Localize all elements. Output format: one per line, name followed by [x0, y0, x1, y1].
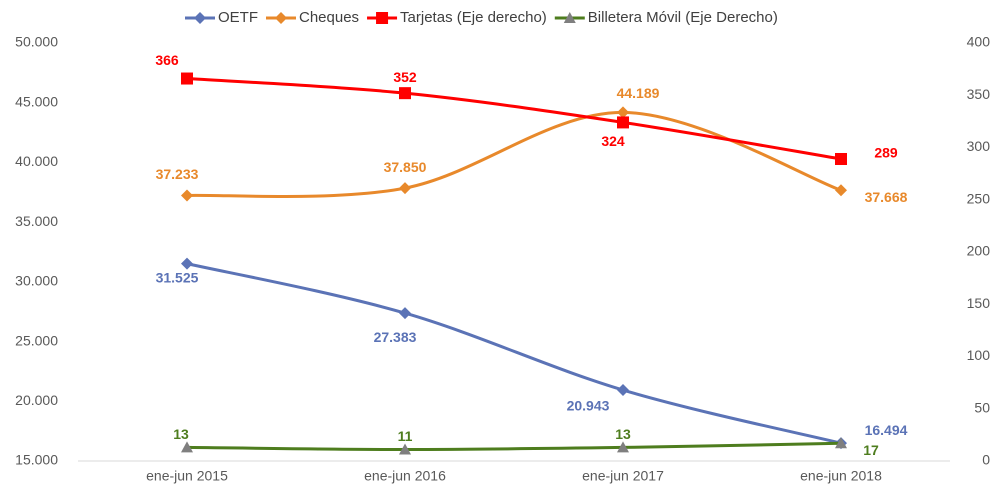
marker [181, 257, 193, 270]
series-line [186, 77, 842, 161]
data-label: 37.850 [384, 159, 427, 175]
y-tick-label: 35.000 [15, 213, 58, 229]
data-label: 37.233 [156, 166, 199, 182]
data-label: 20.943 [567, 398, 610, 414]
marker [617, 441, 629, 453]
marker [181, 441, 193, 453]
series-line [186, 262, 842, 445]
marker [181, 189, 193, 202]
data-label: 13 [615, 426, 631, 442]
legend-marker [194, 12, 206, 24]
y2-tick-label: 150 [967, 295, 991, 311]
series-line [186, 441, 842, 452]
marker [399, 443, 411, 455]
y-tick-label: 20.000 [15, 392, 58, 408]
y-tick-label: 15.000 [15, 452, 58, 468]
data-label: 13 [173, 426, 189, 442]
marker [181, 72, 193, 85]
marker [617, 384, 629, 397]
marker [835, 152, 847, 165]
x-tick-label: ene-jun 2015 [146, 468, 228, 484]
legend-label: Cheques [299, 9, 359, 26]
data-label: 17 [863, 442, 879, 458]
legend-marker [563, 12, 576, 23]
y2-tick-label: 300 [967, 138, 991, 154]
data-label: 366 [155, 52, 179, 68]
marker [399, 182, 411, 195]
marker [399, 307, 411, 320]
marker [617, 106, 629, 119]
x-tick-label: ene-jun 2016 [364, 468, 446, 484]
marker [835, 184, 847, 197]
legend-label: OETF [218, 9, 258, 26]
y-tick-label: 45.000 [15, 93, 58, 109]
legend-marker [275, 12, 287, 24]
y2-tick-label: 250 [967, 190, 991, 206]
data-label: 16.494 [865, 422, 908, 438]
data-label: 352 [393, 69, 417, 85]
data-label: 11 [398, 428, 413, 444]
y-tick-label: 25.000 [15, 332, 58, 348]
data-label: 289 [874, 145, 898, 161]
data-label: 44.189 [617, 85, 660, 101]
y-tick-label: 30.000 [15, 273, 58, 289]
y2-tick-label: 200 [967, 243, 991, 259]
marker [617, 116, 629, 129]
y2-tick-label: 400 [967, 34, 991, 50]
legend-label: Tarjetas (Eje derecho) [400, 9, 547, 26]
marker [399, 87, 411, 100]
y-tick-label: 50.000 [15, 34, 58, 50]
series-line [186, 110, 842, 199]
x-tick-label: ene-jun 2017 [582, 468, 664, 484]
y2-tick-label: 100 [967, 347, 991, 363]
legend-label: Billetera Móvil (Eje Derecho) [588, 9, 778, 26]
data-label: 324 [601, 133, 625, 149]
x-tick-label: ene-jun 2018 [800, 468, 882, 484]
y-tick-label: 40.000 [15, 153, 58, 169]
data-label: 37.668 [865, 189, 908, 205]
y2-tick-label: 50 [974, 399, 990, 415]
legend-marker [376, 12, 389, 24]
data-label: 27.383 [374, 329, 417, 345]
y2-tick-label: 0 [982, 452, 990, 468]
marker [835, 437, 847, 449]
y2-tick-label: 350 [967, 86, 991, 102]
data-label: 31.525 [156, 269, 199, 285]
